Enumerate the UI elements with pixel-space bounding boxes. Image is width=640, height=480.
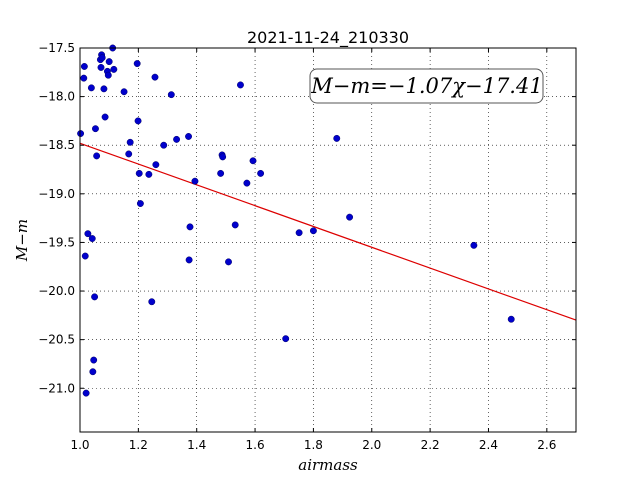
data-point (333, 134, 341, 142)
x-tick-label: 2.2 (421, 438, 440, 452)
data-point (160, 141, 168, 149)
y-tick-label: −19.5 (38, 235, 75, 249)
x-axis-label: airmass (298, 456, 358, 474)
data-point (80, 74, 88, 82)
y-tick-label: −18.5 (38, 138, 75, 152)
x-tick-labels: 1.0 1.2 1.4 1.6 1.8 2.0 2.2 2.4 2.6 (70, 438, 556, 452)
data-point (237, 81, 244, 89)
x-tick-label: 2.6 (537, 438, 556, 452)
x-tick-label: 1.2 (129, 438, 148, 452)
data-point (231, 221, 239, 229)
data-point (98, 54, 106, 62)
data-point (134, 117, 142, 125)
data-point (191, 177, 199, 185)
data-point (91, 293, 99, 301)
data-point (89, 368, 97, 376)
data-point (145, 170, 153, 178)
fit-line-group (79, 142, 577, 321)
data-point (152, 161, 160, 169)
data-point (133, 60, 141, 68)
data-point (148, 298, 156, 306)
data-point (151, 73, 159, 81)
data-point (219, 153, 227, 161)
axis-ticks (79, 47, 576, 432)
data-point (249, 157, 257, 165)
data-point (173, 135, 181, 143)
y-tick-label: −19.0 (38, 187, 75, 201)
data-point (125, 150, 133, 158)
data-point (120, 88, 128, 96)
data-point (507, 315, 515, 323)
plot-frame (79, 47, 577, 433)
plot-area (80, 48, 576, 432)
data-point (135, 169, 143, 177)
y-tick-label: −17.5 (38, 41, 75, 55)
y-axis-label: M−m (13, 219, 31, 262)
data-point (88, 235, 96, 242)
data-point (110, 65, 118, 73)
data-point (185, 256, 193, 264)
y-tick-label: −18.0 (38, 90, 75, 104)
x-tick-label: 1.8 (304, 438, 323, 452)
x-tick-label: 2.0 (362, 438, 381, 452)
x-tick-label: 1.6 (246, 438, 265, 452)
data-point (282, 335, 290, 343)
data-points (77, 44, 515, 397)
data-point (101, 113, 109, 121)
data-point (257, 169, 265, 177)
data-point (104, 71, 112, 79)
data-point (136, 200, 144, 207)
data-point (80, 63, 88, 70)
data-point (225, 258, 232, 266)
data-point (82, 389, 90, 397)
data-point (185, 133, 192, 140)
data-point (90, 356, 98, 364)
data-point (81, 252, 89, 260)
x-tick-label: 2.4 (479, 438, 498, 452)
data-point (167, 91, 175, 99)
annotation-text: M−m=−1.07χ−17.41 (310, 74, 542, 98)
data-point (84, 230, 92, 238)
y-tick-label: −20.5 (38, 333, 75, 347)
data-point (309, 227, 317, 235)
data-point (346, 213, 354, 221)
data-point (77, 130, 85, 137)
data-point (97, 63, 105, 71)
chart-title: 2021-11-24_210330 (247, 28, 409, 48)
fit-line (79, 142, 577, 321)
data-point (243, 179, 251, 187)
data-point (217, 169, 225, 177)
y-tick-label: −21.0 (38, 381, 75, 395)
x-tick-label: 1.4 (187, 438, 206, 452)
y-tick-labels: −17.5 −18.0 −18.5 −19.0 −19.5 −20.0 −20.5 −21.0 (38, 41, 75, 395)
data-point (92, 125, 99, 133)
y-tick-label: −20.0 (38, 284, 75, 298)
data-point (100, 85, 108, 93)
data-point (87, 84, 95, 92)
data-point (186, 223, 194, 231)
x-tick-label: 1.0 (70, 438, 89, 452)
data-point (105, 58, 113, 66)
data-point (93, 152, 101, 160)
data-point (126, 138, 134, 146)
data-point (295, 229, 303, 237)
data-point (470, 241, 478, 249)
annotation-box (309, 68, 544, 104)
fit-annotation: M−m=−1.07χ−17.41 (309, 68, 544, 104)
